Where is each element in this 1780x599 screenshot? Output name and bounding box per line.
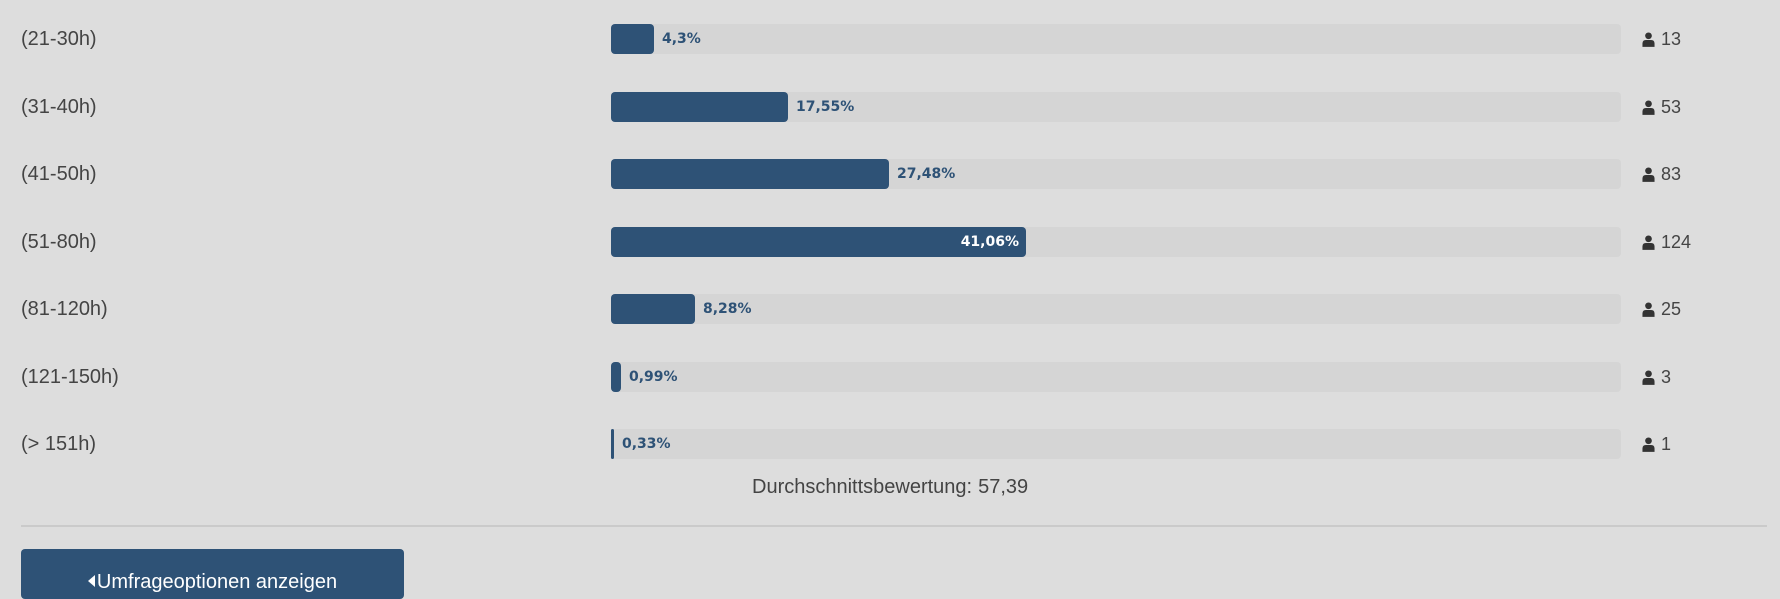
poll-row: (> 151h) 0,33% 1 bbox=[0, 429, 1780, 459]
progress-fill bbox=[611, 294, 695, 324]
poll-row: (81-120h) 8,28% 25 bbox=[0, 294, 1780, 324]
vote-count: 13 bbox=[1661, 28, 1682, 49]
percent-label: 4,3% bbox=[662, 31, 701, 47]
option-label: (> 151h) bbox=[21, 433, 97, 455]
percent-label: 8,28% bbox=[703, 301, 752, 317]
user-icon bbox=[1642, 301, 1655, 317]
vote-count-group: 83 bbox=[1642, 159, 1681, 189]
poll-row: (41-50h) 27,48% 83 bbox=[0, 159, 1780, 189]
poll-row: (31-40h) 17,55% 53 bbox=[0, 92, 1780, 122]
percent-label: 0,99% bbox=[629, 369, 678, 385]
user-icon bbox=[1642, 234, 1655, 250]
percent-label: 0,33% bbox=[622, 436, 671, 452]
vote-count-group: 53 bbox=[1642, 92, 1681, 122]
progress-fill bbox=[611, 92, 788, 122]
user-icon bbox=[1642, 99, 1655, 115]
average-rating: Durchschnittsbewertung: 57,39 bbox=[752, 476, 1034, 499]
user-icon bbox=[1642, 369, 1655, 385]
vote-count: 83 bbox=[1661, 163, 1682, 184]
user-icon bbox=[1642, 166, 1655, 182]
percent-label: 27,48% bbox=[897, 166, 956, 182]
caret-left-icon bbox=[87, 574, 95, 587]
average-label: Durchschnittsbewertung: bbox=[752, 476, 973, 498]
poll-row: (21-30h) 4,3% 13 bbox=[0, 24, 1780, 54]
progress-fill bbox=[611, 159, 889, 189]
progress-track: 8,28% bbox=[611, 294, 1621, 324]
option-label: (81-120h) bbox=[21, 298, 108, 320]
vote-count: 25 bbox=[1661, 298, 1682, 319]
poll-results: (21-30h) 4,3% 13 (31-40h) 17,55% 53 (41-50h) 27… bbox=[0, 24, 1780, 599]
option-label: (21-30h) bbox=[21, 28, 97, 50]
vote-count: 124 bbox=[1661, 231, 1692, 252]
poll-row: (51-80h) 41,06% 124 bbox=[0, 227, 1780, 257]
progress-track: 17,55% bbox=[611, 92, 1621, 122]
vote-count: 53 bbox=[1661, 96, 1682, 117]
progress-fill bbox=[611, 24, 654, 54]
vote-count: 1 bbox=[1661, 433, 1672, 454]
options-button-label: Umfrageoptionen anzeigen bbox=[96, 570, 338, 593]
show-poll-options-button[interactable]: Umfrageoptionen anzeigen bbox=[21, 549, 404, 599]
progress-track: 4,3% bbox=[611, 24, 1621, 54]
vote-count-group: 3 bbox=[1642, 362, 1671, 392]
option-label: (41-50h) bbox=[21, 163, 97, 185]
option-label: (121-150h) bbox=[21, 366, 119, 388]
vote-count: 3 bbox=[1661, 366, 1672, 387]
progress-fill bbox=[611, 227, 1026, 257]
user-icon bbox=[1642, 436, 1655, 452]
option-label: (51-80h) bbox=[21, 231, 97, 253]
progress-fill bbox=[611, 429, 614, 459]
option-label: (31-40h) bbox=[21, 96, 97, 118]
progress-track: 0,99% bbox=[611, 362, 1621, 392]
poll-row: (121-150h) 0,99% 3 bbox=[0, 362, 1780, 392]
progress-track: 27,48% bbox=[611, 159, 1621, 189]
vote-count-group: 124 bbox=[1642, 227, 1691, 257]
divider bbox=[21, 525, 1767, 527]
vote-count-group: 13 bbox=[1642, 24, 1681, 54]
user-icon bbox=[1642, 31, 1655, 47]
progress-fill bbox=[611, 362, 621, 392]
vote-count-group: 25 bbox=[1642, 294, 1681, 324]
percent-label: 41,06% bbox=[960, 234, 1019, 250]
average-value: 57,39 bbox=[978, 476, 1029, 498]
progress-track: 41,06% bbox=[611, 227, 1621, 257]
percent-label: 17,55% bbox=[796, 99, 855, 115]
vote-count-group: 1 bbox=[1642, 429, 1671, 459]
progress-track: 0,33% bbox=[611, 429, 1621, 459]
